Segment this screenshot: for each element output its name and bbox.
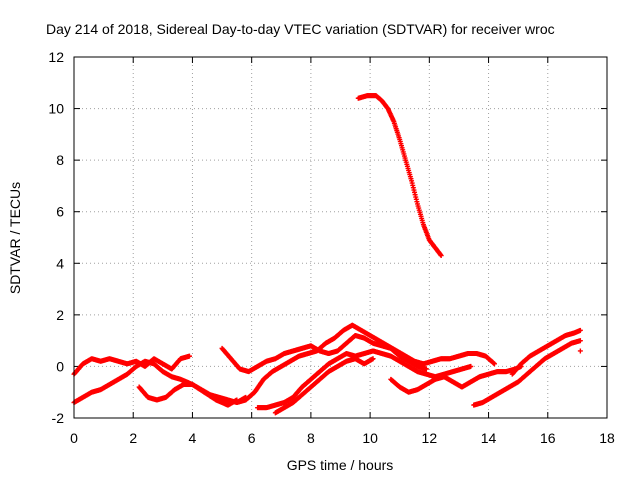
- data-points: [71, 93, 583, 416]
- x-axis-title: GPS time / hours: [287, 457, 394, 473]
- y-tick-label: 2: [56, 307, 64, 323]
- x-tick-label: 14: [481, 430, 497, 446]
- y-tick-label: -2: [52, 410, 65, 426]
- y-tick-label: 12: [48, 49, 64, 65]
- x-tick-label: 10: [362, 430, 378, 446]
- series-arc-3: [136, 381, 249, 406]
- chart-title: Day 214 of 2018, Sidereal Day-to-day VTE…: [46, 21, 555, 37]
- data-point: [423, 366, 429, 372]
- data-point: [577, 348, 583, 354]
- x-tick-label: 0: [70, 430, 78, 446]
- y-tick-label: 6: [56, 204, 64, 220]
- x-tick-label: 8: [307, 430, 315, 446]
- data-point: [577, 327, 583, 333]
- x-tick-label: 18: [599, 430, 615, 446]
- y-axis-title: SDTVAR / TECUs: [7, 182, 23, 294]
- data-point: [577, 338, 583, 344]
- data-point: [491, 361, 497, 367]
- x-tick-label: 2: [129, 430, 137, 446]
- axis-ticks: 0 2 4 6 8 10 12 14 16 18 -2 0 2 4 6 8 10 12: [48, 49, 615, 446]
- series-arc-9: [471, 338, 583, 408]
- y-tick-label: 0: [56, 358, 64, 374]
- x-tick-label: 12: [422, 430, 438, 446]
- data-point: [438, 253, 444, 259]
- x-tick-label: 16: [540, 430, 556, 446]
- data-point: [186, 353, 192, 359]
- x-tick-label: 6: [248, 430, 256, 446]
- series-arc-5: [234, 322, 497, 406]
- y-tick-label: 8: [56, 152, 64, 168]
- data-point: [370, 356, 376, 362]
- series-arc-10: [509, 327, 583, 377]
- y-tick-label: 10: [48, 101, 64, 117]
- plot-frame: [73, 56, 608, 419]
- y-tick-label: 4: [56, 255, 64, 271]
- series-arc-8: [388, 363, 524, 395]
- series-arc-1: [71, 353, 192, 377]
- data-point: [468, 363, 474, 369]
- x-tick-label: 4: [189, 430, 197, 446]
- series-arc-7: [272, 356, 376, 416]
- series-arc-high: [355, 93, 444, 259]
